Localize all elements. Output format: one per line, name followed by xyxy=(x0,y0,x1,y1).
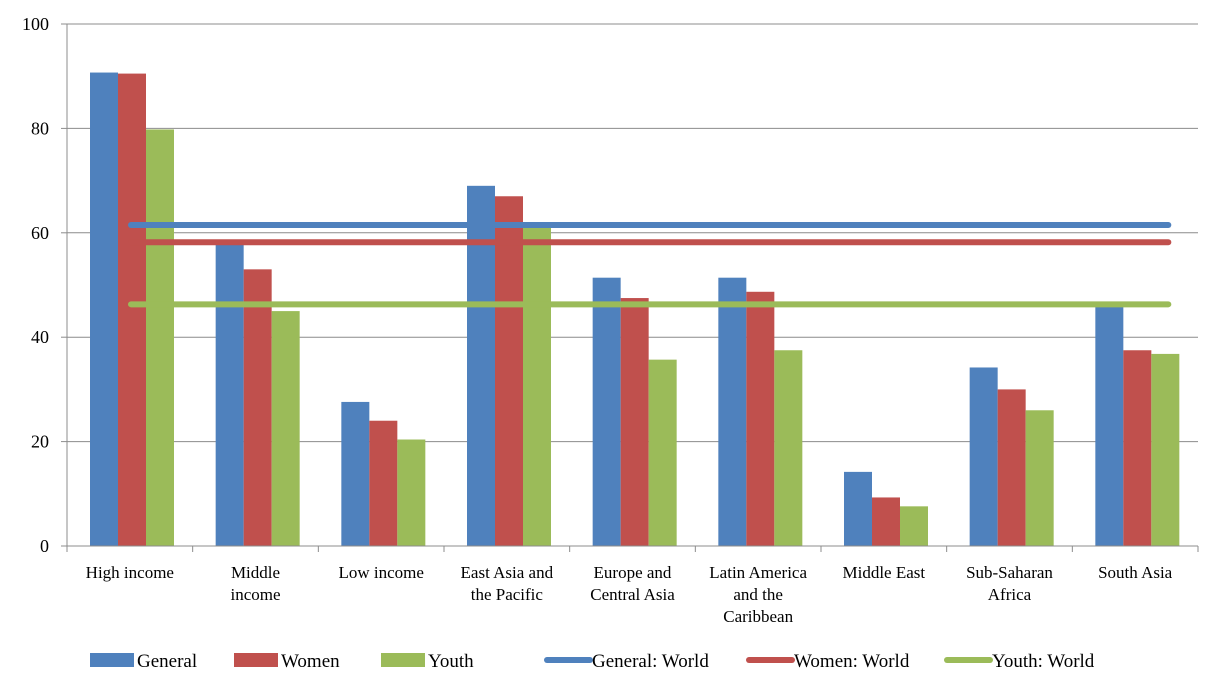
bar-women-2 xyxy=(369,420,398,546)
bar-general-2 xyxy=(341,401,370,546)
legend-label: Women: World xyxy=(794,651,910,672)
y-tick-label: 40 xyxy=(31,327,49,347)
x-tick-label: Middle East xyxy=(843,563,926,582)
bar-general-3 xyxy=(467,185,495,546)
bar-women-4 xyxy=(620,298,649,546)
bar-women-6 xyxy=(872,497,900,546)
bar-women-8 xyxy=(1123,350,1152,546)
x-category-labels: High income Middle income Low income East As… xyxy=(86,563,1173,626)
bar-women-1 xyxy=(243,269,272,546)
legend-label: General xyxy=(137,651,197,672)
y-tick-label: 80 xyxy=(31,118,49,138)
bars xyxy=(90,72,1180,547)
y-tick-label: 60 xyxy=(31,223,49,243)
bar-general-1 xyxy=(215,242,244,547)
x-tick-label: Latin America and the Caribbean xyxy=(709,563,807,626)
bar-general-8 xyxy=(1095,305,1124,546)
y-tick-label: 100 xyxy=(22,14,49,34)
axes xyxy=(61,23,1199,552)
x-tick-label: High income xyxy=(86,563,174,582)
bar-women-0 xyxy=(118,73,146,546)
bar-general-4 xyxy=(592,277,621,546)
bar-youth-3 xyxy=(523,227,551,546)
bar-youth-4 xyxy=(648,359,677,546)
bar-youth-1 xyxy=(271,311,300,546)
x-tick-label: East Asia and the Pacific xyxy=(461,563,554,604)
x-tick-label: South Asia xyxy=(1098,563,1173,582)
x-tick-label: Sub-Saharan Africa xyxy=(966,563,1053,604)
bar-general-0 xyxy=(90,72,118,547)
bar-general-7 xyxy=(969,367,998,546)
x-tick-label: Middle income xyxy=(230,563,280,604)
legend-label: Youth: World xyxy=(992,651,1095,672)
bar-youth-7 xyxy=(1025,410,1054,546)
bar-general-5 xyxy=(718,277,747,546)
legend: General Women Youth General: World Women: Wo… xyxy=(90,651,1095,672)
bar-youth-0 xyxy=(146,129,174,546)
reference-lines xyxy=(128,221,1172,308)
bar-general-6 xyxy=(844,471,872,546)
legend-label: Youth xyxy=(428,651,474,672)
bar-women-5 xyxy=(746,291,775,546)
legend-label: Women xyxy=(281,651,340,672)
y-tick-label: 0 xyxy=(40,536,49,556)
legend-swatch-youth xyxy=(381,653,425,667)
bar-women-7 xyxy=(997,389,1026,546)
legend-swatch-general xyxy=(90,653,134,667)
y-tick-label: 20 xyxy=(31,432,49,452)
x-tick-label: Low income xyxy=(338,563,423,582)
bar-youth-2 xyxy=(397,439,426,546)
bar-youth-5 xyxy=(774,350,803,546)
bar-women-3 xyxy=(495,196,523,546)
bar-youth-8 xyxy=(1151,353,1180,546)
y-tick-labels: 0 20 40 60 80 100 xyxy=(22,14,49,556)
x-tick-label: Europe and Central Asia xyxy=(590,563,675,604)
bar-youth-6 xyxy=(900,506,928,546)
legend-label: General: World xyxy=(592,651,709,672)
legend-swatch-women xyxy=(234,653,278,667)
